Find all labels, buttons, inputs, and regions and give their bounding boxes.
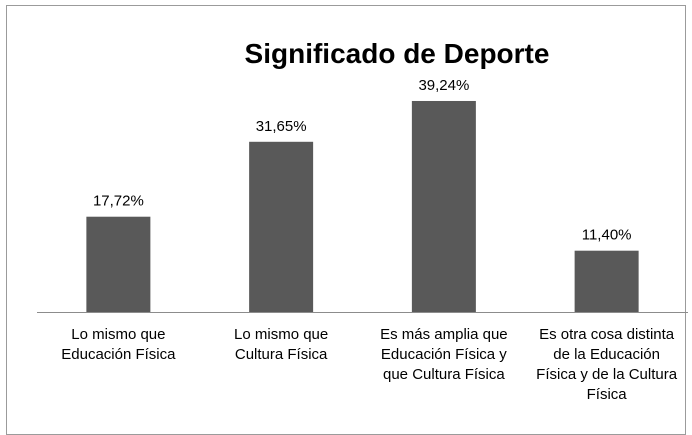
category-label-3: Es más amplia que Educación Física y que C… xyxy=(380,326,508,383)
category-label-line: Educación Física y xyxy=(381,346,507,363)
bar-chart: Significado de Deporte 17,72% 31,65% 39,24… xyxy=(37,38,688,403)
category-label-line: Es otra cosa distinta xyxy=(539,326,675,343)
category-label-line: que Cultura Física xyxy=(383,366,505,383)
bar-4 xyxy=(574,250,639,312)
category-label-line: Física y de la Cultura xyxy=(536,366,678,383)
category-label-4: Es otra cosa distinta de la Educación Físi… xyxy=(536,326,678,403)
bar-2 xyxy=(249,141,314,312)
category-label-line: Cultura Física xyxy=(235,346,328,363)
category-label-2: Lo mismo que Cultura Física xyxy=(234,326,328,363)
category-label-1: Lo mismo que Educación Física xyxy=(61,326,176,363)
category-label-line: Lo mismo que xyxy=(234,326,328,343)
bar-3 xyxy=(411,100,476,312)
category-label-line: Es más amplia que xyxy=(380,326,508,343)
category-label-line: Educación Física xyxy=(61,346,176,363)
category-label-line: de la Educación xyxy=(553,346,660,363)
bars-group xyxy=(86,100,639,312)
data-label-2: 31,65% xyxy=(256,118,307,135)
data-label-1: 17,72% xyxy=(93,193,144,210)
data-label-4: 11,40% xyxy=(582,227,632,244)
category-label-line: Lo mismo que xyxy=(71,326,165,343)
data-labels-group: 17,72% 31,65% 39,24% 11,40% xyxy=(93,77,632,244)
bar-1 xyxy=(86,216,151,312)
chart-title: Significado de Deporte xyxy=(245,38,550,69)
data-label-3: 39,24% xyxy=(418,77,469,94)
category-label-line: Física xyxy=(587,386,628,403)
